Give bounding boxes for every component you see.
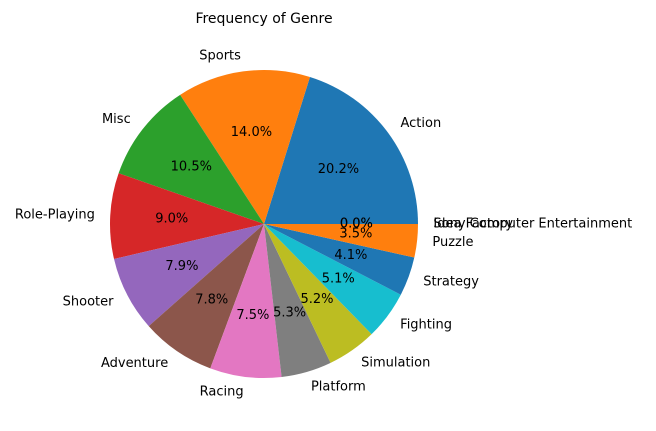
slice-label-idea-factory: Idea Factory (433, 217, 513, 232)
slice-label-racing: Racing (200, 385, 244, 400)
pie-slice-role-playing (109, 173, 264, 259)
pie-slice-fighting (264, 224, 401, 335)
pct-label-misc: 10.5% (171, 159, 212, 174)
slice-label-misc: Misc (102, 112, 131, 127)
slice-label-adventure: Adventure (101, 356, 168, 371)
slice-label-shooter: Shooter (63, 294, 114, 309)
pie-slice-strategy (264, 224, 415, 295)
pie-slice-puzzle (264, 224, 419, 258)
pct-label-racing: 7.5% (236, 308, 269, 323)
slice-label-sony-computer-entertainment: Sony Computer Entertainment (433, 217, 632, 232)
slice-label-strategy: Strategy (423, 274, 479, 289)
slice-label-sports: Sports (199, 49, 241, 64)
pie-slice-misc (118, 94, 264, 224)
pct-label-strategy: 4.1% (334, 248, 367, 263)
pct-label-role-playing: 9.0% (155, 212, 188, 227)
slice-label-fighting: Fighting (400, 317, 452, 332)
pct-label-sony-computer-entertainment: 0.0% (340, 217, 373, 232)
pct-label-simulation: 5.2% (300, 292, 333, 307)
pie-slice-racing (210, 224, 282, 378)
slice-label-simulation: Simulation (361, 355, 430, 370)
slice-label-action: Action (400, 116, 441, 131)
slice-label-role-playing: Role-Playing (15, 207, 95, 222)
chart-title: Frequency of Genre (195, 11, 332, 27)
pie-slice-sports (180, 70, 310, 224)
pie-slice-action (264, 77, 418, 225)
pie-slice-simulation (264, 224, 372, 363)
pct-label-puzzle: 3.5% (339, 227, 372, 242)
pct-label-action: 20.2% (318, 162, 359, 177)
pie-slice-platform (264, 224, 331, 377)
pie-slice-shooter (114, 224, 265, 327)
pie-slice-adventure (148, 224, 264, 369)
slice-label-platform: Platform (311, 379, 366, 394)
slice-label-puzzle: Puzzle (432, 235, 473, 250)
pct-label-fighting: 5.1% (322, 271, 355, 286)
slices-layer (109, 70, 419, 378)
pct-label-platform: 5.3% (273, 305, 306, 320)
pct-label-shooter: 7.9% (165, 259, 198, 274)
labels-layer: 20.2% Action 14.0% Sports 10.5% Misc 9.0% Role-… (15, 49, 632, 400)
pct-label-sports: 14.0% (231, 125, 272, 140)
pct-label-adventure: 7.8% (195, 293, 228, 308)
pct-label-idea-factory: 0.0% (340, 217, 373, 232)
